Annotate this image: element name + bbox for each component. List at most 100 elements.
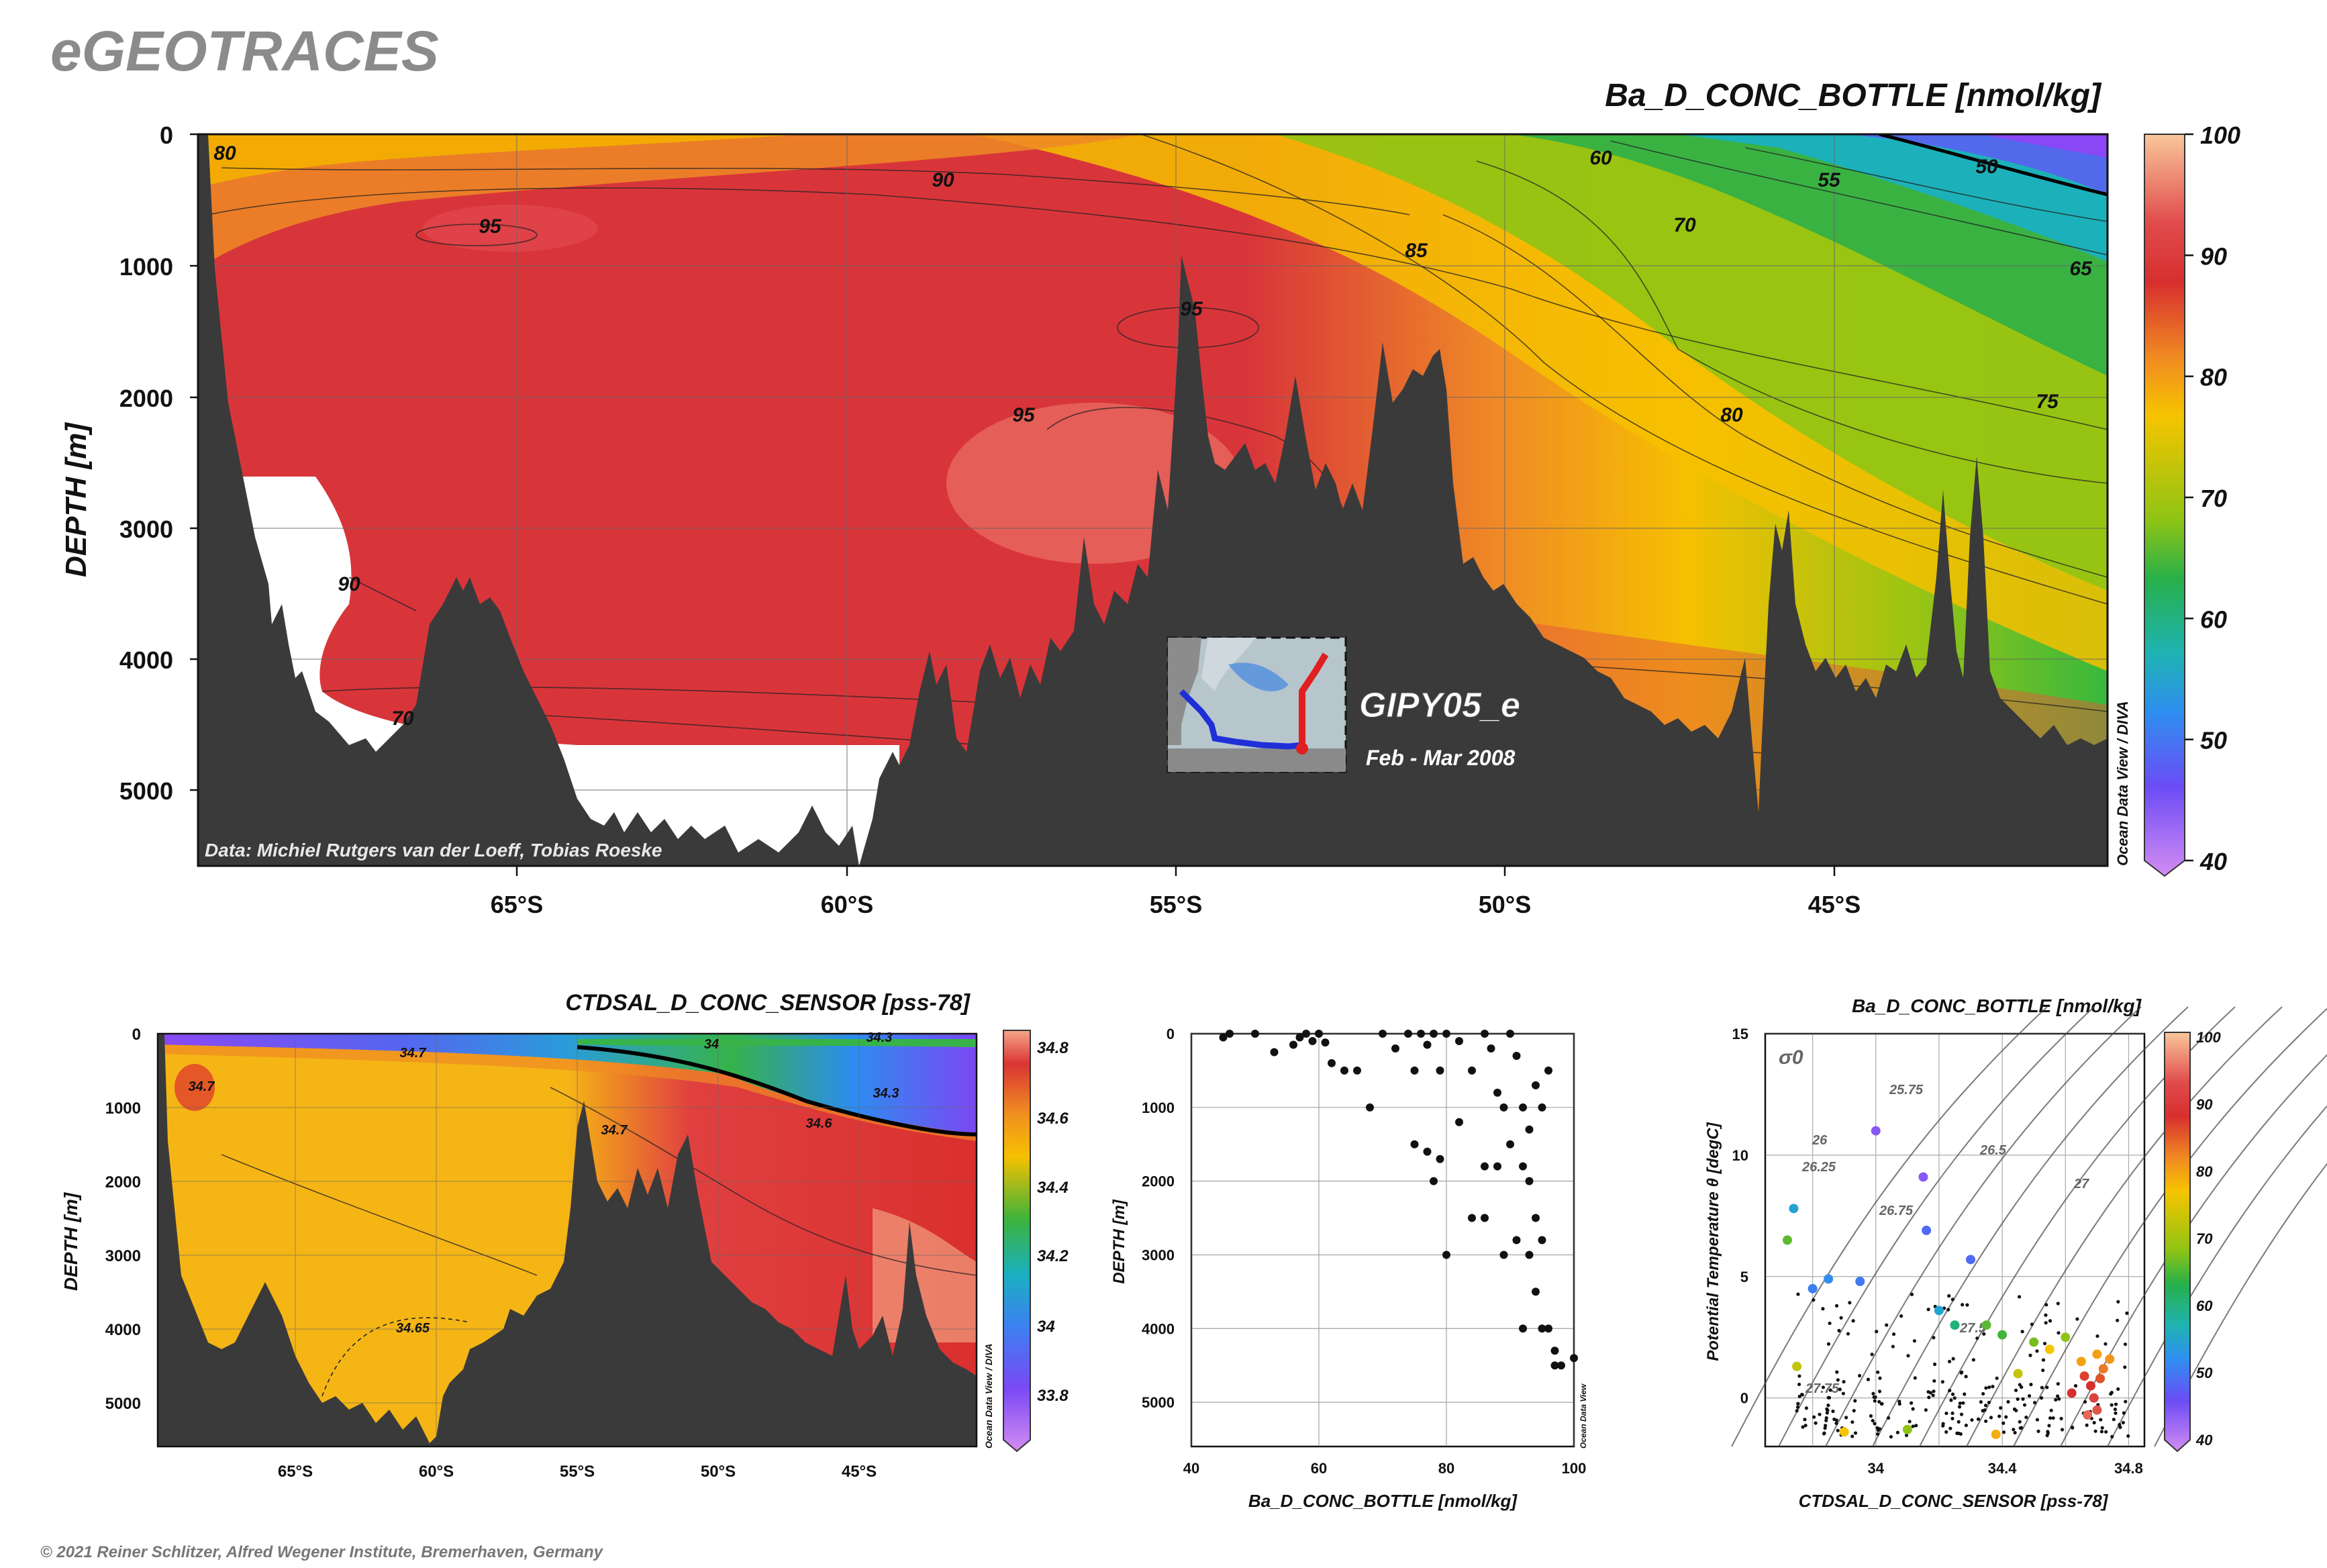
ts-background-dot <box>1824 1424 1828 1428</box>
ts-background-dot <box>1999 1406 2003 1410</box>
ts-point <box>2092 1349 2102 1359</box>
sigma-isopycnal <box>1966 1006 2283 1447</box>
ts-background-dot <box>2114 1411 2118 1415</box>
ba-depth-point <box>1423 1147 1432 1156</box>
data-credit: Data: Michiel Rutgers van der Loeff, Tob… <box>205 840 662 861</box>
ts-background-dot <box>2112 1418 2116 1422</box>
ba-depth-point <box>1544 1066 1552 1075</box>
ts-background-dot <box>2070 1425 2075 1429</box>
ba-depth-point <box>1512 1051 1521 1060</box>
salinity-contour-label: 34.65 <box>396 1321 430 1336</box>
ts-background-dot <box>2006 1400 2010 1404</box>
ba-depth-point <box>1270 1048 1279 1057</box>
ts-background-dot <box>1850 1434 1854 1438</box>
main-x-tick: 60°S <box>821 891 873 918</box>
salinity-x-tick: 45°S <box>842 1463 877 1481</box>
ts-y-tick: 15 <box>1732 1026 1748 1042</box>
ts-background-dot <box>1873 1399 1877 1403</box>
ts-background-dot <box>1826 1404 1830 1408</box>
ts-title: Ba_D_CONC_BOTTLE [nmol/kg] <box>1852 995 2142 1016</box>
salinity-y-tick: 1000 <box>105 1099 141 1118</box>
main-y-tick: 0 <box>160 121 173 149</box>
ts-point <box>1934 1306 1944 1316</box>
ba-depth-point <box>1481 1214 1489 1222</box>
ts-background-dot <box>1826 1342 1831 1346</box>
ts-background-dot <box>1839 1316 1843 1320</box>
ts-background-dot <box>1803 1418 1807 1422</box>
ts-background-dot <box>1947 1294 1951 1298</box>
salinity-contour-label: 34.7 <box>400 1046 427 1061</box>
main-y-tick: 5000 <box>119 777 173 805</box>
ts-point <box>1991 1429 2001 1439</box>
ts-background-dot <box>1952 1396 1957 1400</box>
ba-depth-point <box>1499 1103 1508 1112</box>
salinity-y-tick: 4000 <box>105 1321 141 1339</box>
ts-background-dot <box>1831 1409 1835 1414</box>
main-y-axis-label: DEPTH [m] <box>60 422 93 577</box>
ts-point <box>2029 1337 2039 1347</box>
ts-background-dot <box>2093 1429 2097 1433</box>
ba-depth-point <box>1538 1103 1546 1112</box>
ts-background-dot <box>2055 1394 2060 1398</box>
ts-point <box>2083 1410 2093 1420</box>
ts-background-dot <box>2057 1331 2061 1335</box>
ts-y-axis-label: Potential Temperature θ [degC] <box>1704 1122 1722 1361</box>
salinity-odv-credit: Ocean Data View / DIVA <box>983 1344 994 1449</box>
ts-background-dot <box>1801 1425 1805 1429</box>
ba-depth-x-axis-label: Ba_D_CONC_BOTTLE [nmol/kg] <box>1248 1491 1518 1511</box>
ts-point <box>1871 1126 1881 1136</box>
ts-background-dot <box>2035 1418 2040 1422</box>
ts-background-dot <box>2020 1330 2024 1334</box>
sigma-isopycnal <box>1731 1006 2048 1447</box>
ts-background-dot <box>2073 1384 2078 1388</box>
ba-depth-point <box>1455 1118 1463 1126</box>
ts-background-dot <box>1812 1415 1816 1419</box>
ba-depth-y-tick: 4000 <box>1142 1320 1175 1337</box>
ts-background-dot <box>2113 1407 2118 1412</box>
ts-background-dot <box>1947 1359 1952 1364</box>
salinity-y-tick: 0 <box>132 1026 141 1044</box>
ts-background-dot <box>2001 1430 2006 1434</box>
ts-background-dot <box>2123 1365 2127 1369</box>
ts-background-dot <box>2059 1416 2063 1420</box>
main-cbar-tick: 90 <box>2200 242 2227 270</box>
main-x-tick: 55°S <box>1150 891 1202 918</box>
ts-background-dot <box>1913 1376 1917 1380</box>
ts-background-dot <box>2004 1415 2008 1419</box>
sigma-isopycnal <box>2013 1008 2327 1447</box>
ts-background-dot <box>1926 1308 1930 1312</box>
ts-background-dot <box>1948 1426 1952 1430</box>
ts-cbar-tick: 90 <box>2196 1096 2213 1113</box>
ts-background-dot <box>2075 1317 2079 1321</box>
ts-background-dot <box>1828 1388 1832 1392</box>
ts-cbar-tick: 60 <box>2196 1297 2213 1314</box>
main-contour-label: 50 <box>1975 156 1998 178</box>
main-contour-label: 90 <box>932 169 954 191</box>
ts-background-dot <box>2030 1322 2034 1326</box>
main-cbar-tick: 100 <box>2200 121 2240 149</box>
ts-background-dot <box>1932 1336 1936 1340</box>
ts-background-dot <box>1821 1385 1826 1389</box>
ts-background-dot <box>1958 1402 1962 1406</box>
ts-background-dot <box>2121 1420 2125 1425</box>
main-y-tick: 3000 <box>119 516 173 543</box>
ts-background-dot <box>1834 1418 1838 1422</box>
salinity-section-plot: 34.7 34.7 34.3 34.7 34.6 34.65 34.3 34 0 1000 200… <box>60 1026 994 1481</box>
ba-depth-point <box>1219 1033 1228 1042</box>
ts-background-dot <box>1975 1336 1979 1340</box>
ts-background-dot <box>1795 1405 1800 1409</box>
ts-point <box>2044 1344 2054 1355</box>
ba-depth-point <box>1442 1251 1450 1259</box>
ts-background-dot <box>2049 1408 2053 1412</box>
ts-background-dot <box>1963 1392 1967 1396</box>
ts-background-dot <box>2018 1420 2022 1424</box>
ts-background-dot <box>1880 1402 1884 1406</box>
ts-point <box>2067 1388 2077 1398</box>
ts-background-dot <box>2012 1407 2017 1411</box>
ts-background-dot <box>1982 1332 1986 1336</box>
main-contour-label: 75 <box>2036 391 2059 413</box>
main-colorbar: 100 90 80 70 60 50 40 <box>2144 121 2240 877</box>
ba-depth-point <box>1436 1155 1444 1163</box>
ba-depth-point <box>1532 1287 1540 1296</box>
ts-point <box>2013 1369 2023 1379</box>
